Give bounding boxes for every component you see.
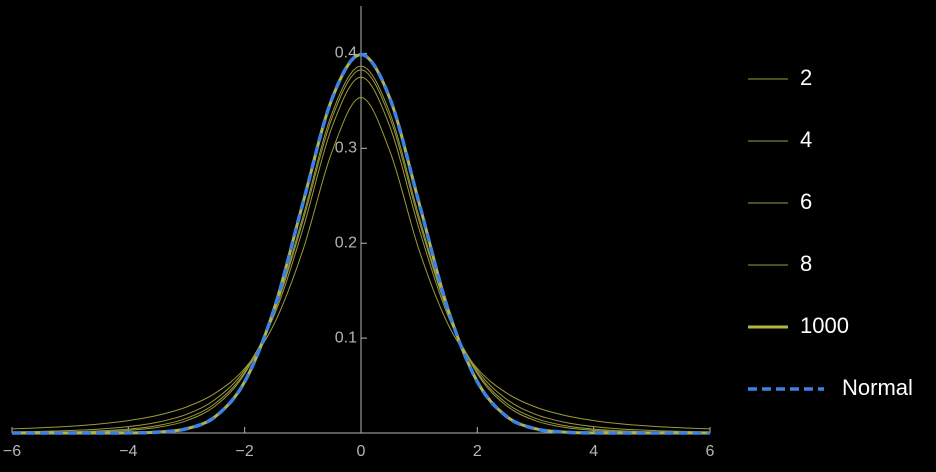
- x-tick-label: −2: [236, 443, 254, 460]
- y-tick-label: 0.4: [335, 45, 357, 62]
- x-tick-label: −4: [119, 443, 137, 460]
- x-tick-label: −6: [3, 443, 21, 460]
- x-tick-label: 6: [706, 443, 715, 460]
- legend-label: 8: [800, 251, 812, 276]
- y-tick-label: 0.2: [335, 234, 357, 251]
- series-line: [11, 65, 711, 434]
- y-tick-label: 0.3: [335, 140, 357, 157]
- series-line: [11, 76, 711, 433]
- legend-label: 2: [800, 65, 812, 90]
- series-line: [11, 52, 710, 435]
- x-tick-label: 2: [473, 443, 482, 460]
- series-line: [11, 96, 711, 430]
- legend-label: 1000: [800, 313, 849, 338]
- x-tick-label: 0: [357, 443, 366, 460]
- legend-label: 4: [800, 127, 812, 152]
- series-line: [11, 69, 711, 434]
- legend-label: 6: [800, 189, 812, 214]
- x-tick-label: 4: [589, 443, 598, 460]
- legend-label: Normal: [842, 375, 913, 400]
- y-tick-label: 0.1: [335, 329, 357, 346]
